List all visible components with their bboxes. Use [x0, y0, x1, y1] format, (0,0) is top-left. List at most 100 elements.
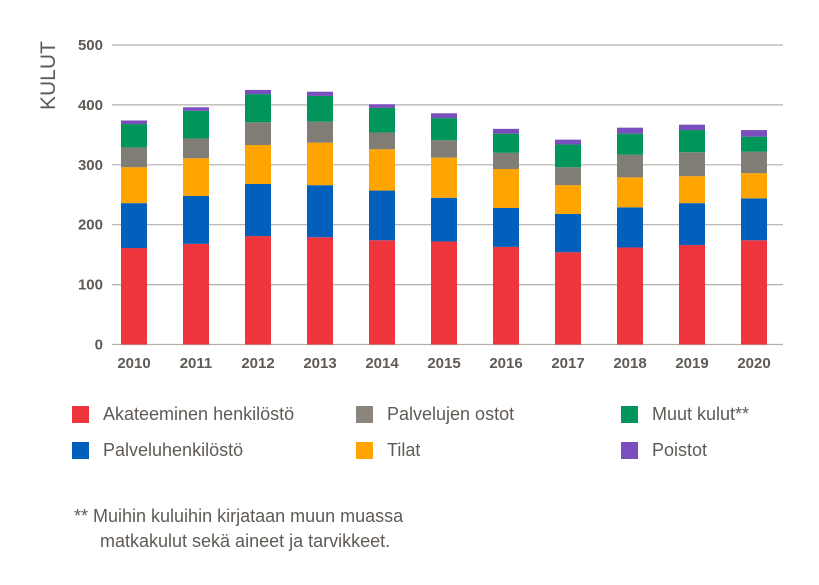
legend-item-palvelujen-ostot: Palvelujen ostot — [356, 404, 514, 425]
bars — [121, 89, 767, 345]
y-tick-label: 0 — [95, 337, 103, 354]
bar-segment-2014-5 — [369, 104, 395, 108]
legend-item-palveluhenkilosto: Palveluhenkilöstö — [72, 440, 243, 461]
bar-segment-2015-4 — [431, 118, 457, 141]
y-tick-label: 300 — [78, 157, 103, 174]
bar-segment-2010-0 — [121, 248, 147, 345]
bar-segment-2011-1 — [183, 195, 209, 244]
legend-label: Akateeminen henkilöstö — [103, 404, 295, 424]
bar-segment-2014-4 — [369, 107, 395, 133]
bar-stack-2014 — [369, 104, 395, 345]
bar-segment-2013-3 — [307, 121, 333, 143]
bar-segment-2015-1 — [431, 197, 457, 242]
bar-segment-2012-0 — [245, 236, 271, 345]
bar-segment-2011-2 — [183, 158, 209, 196]
bar-stack-2015 — [431, 113, 457, 345]
y-tick-label: 200 — [78, 217, 103, 234]
bar-stack-2018 — [617, 127, 643, 345]
bar-segment-2012-4 — [245, 94, 271, 123]
legend-label: Palveluhenkilöstö — [103, 440, 244, 460]
bar-segment-2016-5 — [493, 128, 519, 134]
bar-segment-2014-0 — [369, 240, 395, 345]
legend-item-muut-kulut: Muut kulut** — [621, 404, 749, 425]
bar-segment-2018-3 — [617, 154, 643, 178]
x-tick-label: 2010 — [117, 355, 150, 372]
x-tick-label: 2020 — [737, 355, 770, 372]
bar-segment-2012-3 — [245, 122, 271, 146]
bar-stack-2020 — [741, 130, 767, 345]
x-tick-label: 2011 — [180, 355, 213, 372]
bar-segment-2019-0 — [679, 245, 705, 345]
y-tick-label: 500 — [78, 37, 103, 54]
bar-segment-2013-5 — [307, 91, 333, 96]
bar-segment-2015-2 — [431, 157, 457, 198]
x-axis-ticks: 2010 2011 2012 2013 2014 2015 2016 2017 2018 2019… — [117, 355, 770, 372]
x-tick-label: 2013 — [303, 355, 336, 372]
x-tick-label: 2015 — [427, 355, 460, 372]
x-tick-label: 2014 — [365, 355, 399, 372]
bar-segment-2010-5 — [121, 120, 147, 125]
bar-segment-2020-3 — [741, 151, 767, 174]
bar-segment-2013-0 — [307, 237, 333, 345]
bar-segment-2013-1 — [307, 185, 333, 238]
bar-segment-2014-2 — [369, 149, 395, 191]
x-tick-label: 2019 — [675, 355, 708, 372]
y-tick-label: 400 — [78, 97, 103, 114]
bar-segment-2017-1 — [555, 213, 581, 253]
bar-stack-2012 — [245, 89, 271, 345]
footnote-line-1: ** Muihin kuluihin kirjataan muun muassa — [74, 506, 404, 526]
bar-segment-2016-3 — [493, 152, 519, 169]
bar-segment-2016-0 — [493, 246, 519, 345]
bar-segment-2014-3 — [369, 132, 395, 150]
legend-label: Palvelujen ostot — [387, 404, 515, 424]
bar-segment-2017-3 — [555, 167, 581, 186]
y-axis-title: KULUT — [37, 41, 60, 110]
legend-swatch — [621, 442, 638, 459]
bar-segment-2015-0 — [431, 241, 457, 345]
legend-item-poistot: Poistot — [621, 440, 707, 461]
legend-label: Muut kulut** — [652, 404, 750, 424]
bar-segment-2015-5 — [431, 113, 457, 119]
bar-segment-2017-5 — [555, 139, 581, 145]
bar-segment-2013-4 — [307, 95, 333, 122]
bar-segment-2016-4 — [493, 133, 519, 153]
bar-segment-2020-1 — [741, 198, 767, 241]
bar-segment-2018-0 — [617, 247, 643, 345]
bar-segment-2013-2 — [307, 142, 333, 186]
bar-segment-2011-0 — [183, 243, 209, 345]
bar-stack-2016 — [493, 128, 519, 345]
bar-segment-2014-1 — [369, 190, 395, 241]
bar-stack-2010 — [121, 120, 147, 345]
x-tick-label: 2016 — [489, 355, 522, 372]
bar-segment-2019-5 — [679, 124, 705, 131]
bar-segment-2017-0 — [555, 252, 581, 345]
bar-segment-2018-5 — [617, 127, 643, 134]
bar-stack-2013 — [307, 91, 333, 345]
bar-stack-2019 — [679, 124, 705, 345]
legend-swatch — [356, 406, 373, 423]
bar-segment-2011-4 — [183, 110, 209, 139]
bar-segment-2018-4 — [617, 133, 643, 155]
bar-segment-2012-1 — [245, 183, 271, 237]
legend-swatch — [72, 442, 89, 459]
bar-segment-2020-5 — [741, 130, 767, 137]
bar-segment-2016-1 — [493, 207, 519, 247]
bar-segment-2010-1 — [121, 203, 147, 249]
bar-segment-2017-4 — [555, 144, 581, 168]
bar-segment-2011-5 — [183, 107, 209, 111]
bar-segment-2020-4 — [741, 136, 767, 152]
legend-label: Tilat — [387, 440, 421, 460]
bar-segment-2015-3 — [431, 140, 457, 158]
y-axis-ticks: 0 100 200 300 400 500 — [78, 37, 103, 354]
bar-segment-2019-1 — [679, 203, 705, 246]
legend-swatch — [72, 406, 89, 423]
bar-segment-2020-2 — [741, 173, 767, 199]
bar-segment-2019-2 — [679, 176, 705, 204]
footnote: ** Muihin kuluihin kirjataan muun muassa… — [74, 504, 403, 554]
bar-segment-2012-2 — [245, 145, 271, 184]
x-tick-label: 2012 — [241, 355, 274, 372]
legend-swatch — [621, 406, 638, 423]
bar-segment-2010-2 — [121, 167, 147, 204]
footnote-line-2: matkakulut sekä aineet ja tarvikkeet. — [100, 531, 391, 551]
